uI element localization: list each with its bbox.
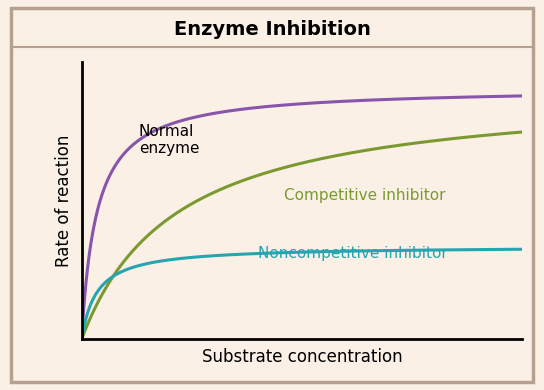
Text: Normal
enzyme: Normal enzyme	[139, 124, 200, 156]
Text: Competitive inhibitor: Competitive inhibitor	[285, 188, 446, 203]
Text: Enzyme Inhibition: Enzyme Inhibition	[174, 20, 370, 39]
X-axis label: Substrate concentration: Substrate concentration	[202, 347, 402, 366]
Text: Noncompetitive inhibitor: Noncompetitive inhibitor	[258, 246, 448, 261]
Y-axis label: Rate of reaction: Rate of reaction	[55, 135, 73, 267]
